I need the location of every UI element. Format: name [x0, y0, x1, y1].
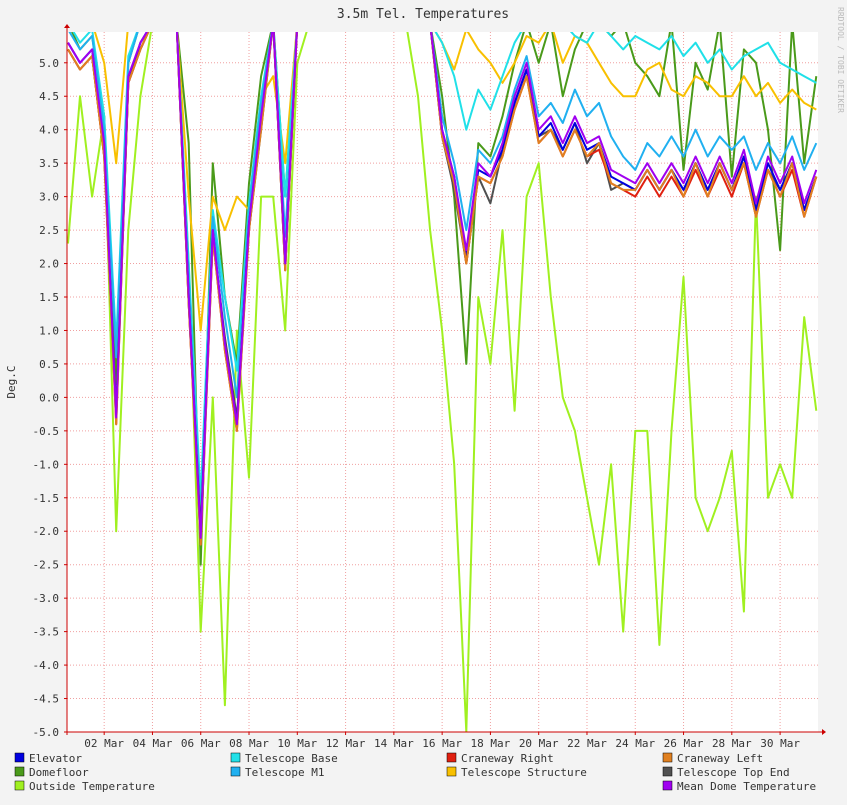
y-tick-label: 0.5	[39, 358, 59, 371]
x-tick-label: 22 Mar	[567, 737, 607, 750]
y-tick-label: -5.0	[33, 726, 60, 739]
y-tick-label: 3.5	[39, 157, 59, 170]
legend-swatch	[446, 752, 457, 763]
axes: -5.0 -4.5 -4.0 -3.5 -3.0 -2.5 -2.0 -1.5 -1.0 -0.5…	[33, 24, 826, 750]
legend-swatch	[230, 766, 241, 777]
x-axis-arrow	[822, 729, 826, 735]
x-tick-label: 16 Mar	[422, 737, 462, 750]
y-tick-label: -2.5	[33, 559, 60, 572]
x-tick-label: 30 Mar	[760, 737, 800, 750]
chart-title: 3.5m Tel. Temperatures	[337, 7, 509, 22]
y-tick-label: -4.5	[33, 693, 60, 706]
legend-label: Craneway Right	[461, 752, 554, 765]
legend-swatch	[230, 752, 241, 763]
legend-swatch	[14, 766, 25, 777]
legend-label: Telescope M1	[245, 766, 324, 779]
x-tick-label: 28 Mar	[712, 737, 752, 750]
x-tick-label: 08 Mar	[229, 737, 269, 750]
legend-label: Telescope Top End	[677, 766, 790, 779]
x-tick-label: 12 Mar	[326, 737, 366, 750]
y-tick-label: 2.0	[39, 258, 59, 271]
y-tick-label: -0.5	[33, 425, 60, 438]
legend: Elevator Telescope Base Craneway Right Cran…	[14, 752, 816, 793]
legend-swatch	[446, 766, 457, 777]
series-line	[71, 32, 818, 566]
y-tick-label: -3.5	[33, 626, 60, 639]
legend-label: Mean Dome Temperature	[677, 780, 816, 793]
x-tick-label: 02 Mar	[84, 737, 124, 750]
y-tick-label: -2.0	[33, 525, 60, 538]
y-tick-label: -1.0	[33, 458, 60, 471]
x-tick-label: 14 Mar	[374, 737, 414, 750]
watermark: RRDTOOL / TOBI OETIKER	[836, 7, 845, 113]
y-tick-label: 4.5	[39, 90, 59, 103]
y-axis-label: Deg.C	[5, 365, 18, 398]
legend-label: Outside Temperature	[29, 780, 155, 793]
y-tick-label: -3.0	[33, 592, 60, 605]
x-tick-label: 24 Mar	[615, 737, 655, 750]
y-tick-label: 1.5	[39, 291, 59, 304]
x-tick-label: 06 Mar	[181, 737, 221, 750]
x-tick-label: 18 Mar	[471, 737, 511, 750]
y-tick-label: 2.5	[39, 224, 59, 237]
legend-swatch	[662, 752, 673, 763]
y-axis-arrow	[64, 24, 70, 28]
legend-label: Telescope Structure	[461, 766, 587, 779]
legend-swatch	[662, 780, 673, 791]
y-tick-label: 3.0	[39, 191, 59, 204]
y-tick-label: 0.0	[39, 391, 59, 404]
legend-swatch	[14, 780, 25, 791]
y-tick-label: 4.0	[39, 124, 59, 137]
legend-label: Telescope Base	[245, 752, 338, 765]
legend-swatch	[662, 766, 673, 777]
y-tick-label: 1.0	[39, 324, 59, 337]
legend-label: Domefloor	[29, 766, 89, 779]
legend-label: Craneway Left	[677, 752, 763, 765]
y-tick-label: 5.0	[39, 57, 59, 70]
y-tick-label: -1.5	[33, 492, 60, 505]
x-tick-label: 10 Mar	[277, 737, 317, 750]
legend-label: Elevator	[29, 752, 82, 765]
x-tick-label: 20 Mar	[519, 737, 559, 750]
y-tick-label: -4.0	[33, 659, 60, 672]
series-line	[67, 32, 818, 539]
series-lines	[67, 32, 818, 732]
x-tick-label: 04 Mar	[133, 737, 173, 750]
legend-swatch	[14, 752, 25, 763]
x-tick-label: 26 Mar	[664, 737, 704, 750]
